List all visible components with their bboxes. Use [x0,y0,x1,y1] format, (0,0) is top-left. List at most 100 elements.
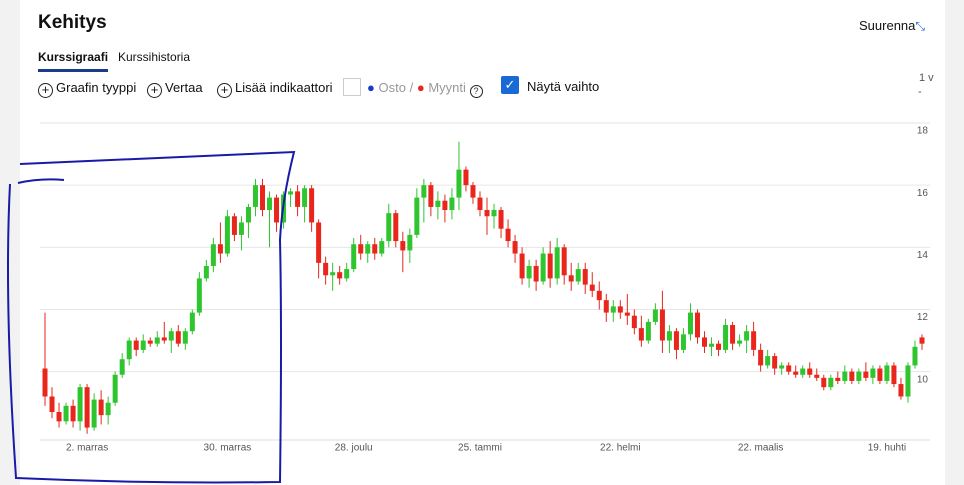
candle-body [666,331,672,341]
candle-body [540,253,546,282]
candle-body [323,262,329,276]
tab[interactable]: Kurssihistoria [118,50,191,64]
candle-body [800,368,806,375]
x-tick-label: 22. helmi [600,443,641,454]
candle-body [877,368,883,381]
candle-body [589,284,595,291]
candle-body [400,241,406,251]
candle-body [168,331,174,341]
candle-body [779,365,785,369]
candle-body [758,349,764,366]
title: Kehitys [38,12,107,33]
candle-body [421,185,427,198]
tab-active[interactable]: Kurssigraafi [38,50,109,72]
candle-body [716,343,722,350]
candle-body [147,340,153,344]
x-tick-label: 30. marras [204,443,252,454]
candle-body [723,325,729,350]
candle-body [203,265,209,279]
candle-body [582,269,588,285]
x-tick-label: 2. marras [66,443,108,454]
candle-body [196,278,202,313]
buy-sell: ● Osto / ● Myynti ? [367,80,486,98]
candle-body [863,371,869,378]
candle-body [547,253,553,279]
candle-body [554,247,560,279]
candle-body [49,396,55,413]
candle-body [274,197,280,223]
candle-body [98,399,104,416]
card: Kehitys Suurenna⤡ Kurssigraafi Kurssihis… [20,0,945,485]
candle-body [891,365,897,385]
candle-body [680,334,686,350]
candle-body [238,222,244,235]
candle-body [505,228,511,242]
candle-body [217,244,223,254]
candle-body [631,315,637,329]
x-tick-label: 19. huhti [868,443,906,454]
candle-body [772,356,778,369]
candle-body [673,331,679,350]
candle-body [856,371,862,381]
show-volume: Näytä vaihto [527,79,600,94]
candle-body [807,368,813,375]
candle-body [484,210,490,217]
y-tick-label: 18 [917,126,929,137]
candle-body [477,197,483,211]
candle-body [561,247,567,276]
tool-label: Graafin tyyppi [56,80,137,95]
candle-body [842,371,848,381]
candle-body [112,374,118,403]
candle-body [231,216,237,235]
zoom-icon: ⤡ [915,19,925,33]
minus[interactable]: - [918,86,922,98]
candle-body [652,309,658,322]
zoom-label[interactable]: Suurenna [859,18,916,33]
candle-body [533,265,539,282]
candle-body [575,269,581,282]
checkbox[interactable] [343,78,361,96]
candle-body [267,197,273,211]
candle-body [358,244,364,254]
candle-body [77,387,83,422]
sell-label: Myynti [428,80,466,95]
candle-body [182,331,188,344]
help[interactable]: ? [469,85,483,98]
candle-body [435,200,441,207]
tool-indicator[interactable]: + Lisää indikaattori [217,80,333,98]
candle-body [491,210,497,217]
slash: / [409,80,414,95]
candle-body [407,234,413,251]
checkbox-checked[interactable]: ✓ [501,76,519,94]
candle-body [912,346,918,366]
annotation [7,150,296,484]
candle-body [849,371,855,381]
candle-body [365,244,371,254]
y-tick-label: 14 [917,250,929,261]
candle-body [337,272,343,279]
period[interactable]: 1 v [919,72,934,84]
candle-body [737,340,743,344]
candle-body [519,253,525,279]
tool-compare[interactable]: + Vertaa [147,80,203,98]
candle-body [709,343,715,347]
candle-body [898,384,904,397]
candle-body [56,412,62,422]
candle-body [210,244,216,266]
candle-body [828,377,834,388]
candle-body [302,188,308,207]
candle-body [161,337,167,341]
candle-body [372,244,378,254]
candle-body [119,359,125,375]
tool-chart-type[interactable]: + Graafin tyyppi [38,80,136,98]
candle-body [744,331,750,341]
candle-body [645,321,651,341]
candle-body [309,188,315,223]
candle-body [596,290,602,301]
candle-body [175,331,181,344]
x-tick-label: 28. joulu [335,443,373,454]
zoom-button[interactable]: Suurenna⤡ [859,18,925,34]
tool-label: Vertaa [165,80,203,95]
